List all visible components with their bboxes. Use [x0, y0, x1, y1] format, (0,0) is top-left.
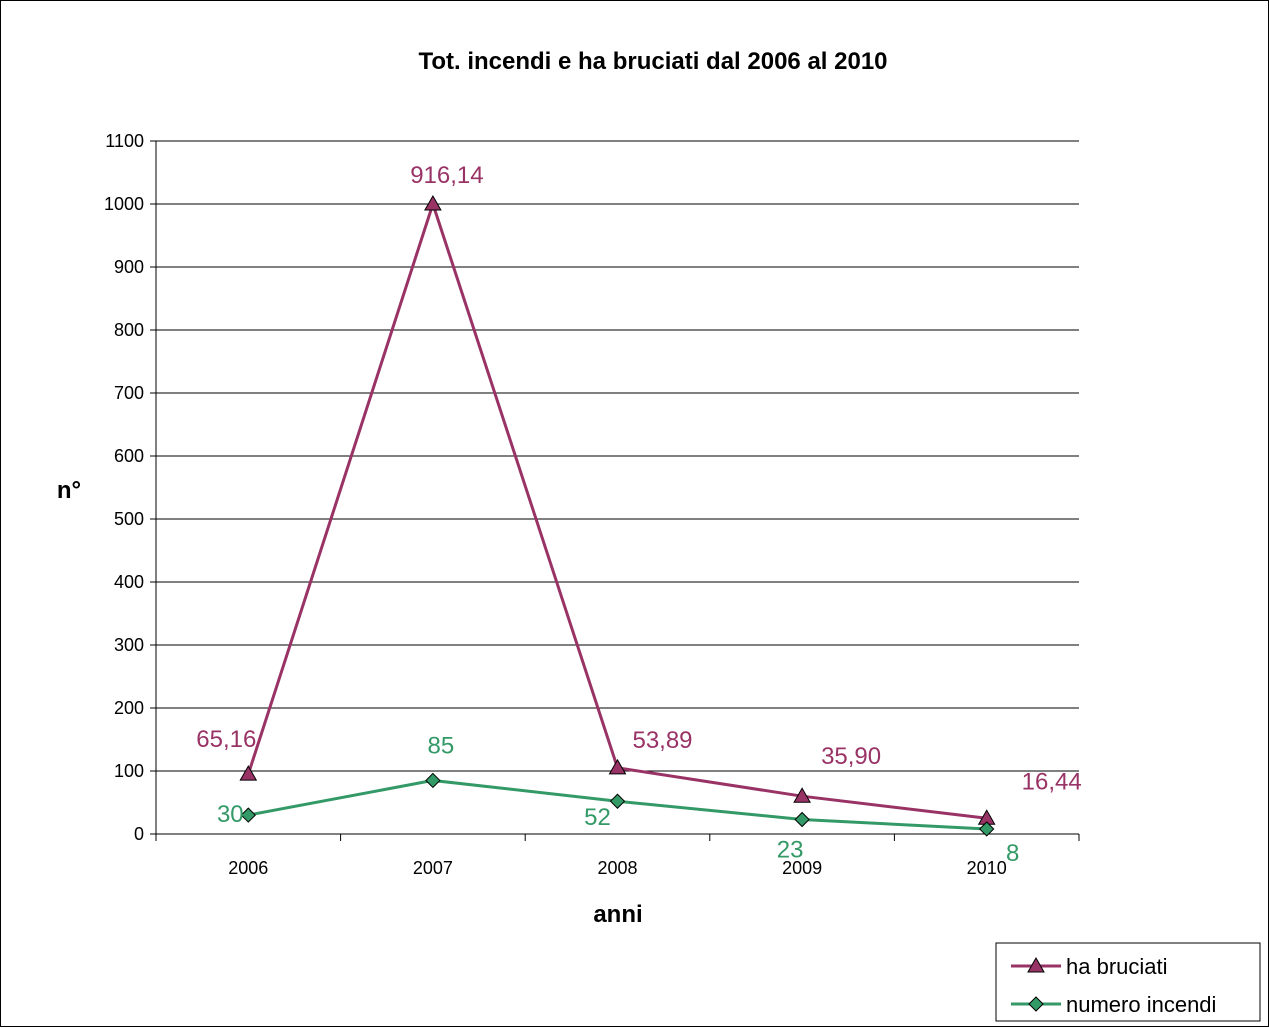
y-tick-label: 700: [114, 383, 144, 403]
data-label: 23: [777, 837, 804, 864]
legend: ha bruciati numero incendi: [995, 942, 1261, 1022]
legend-box: [995, 942, 1261, 1022]
data-label: 8: [1006, 840, 1019, 867]
data-point: [609, 793, 626, 809]
x-tick-label: 2007: [413, 858, 453, 878]
data-point: [240, 807, 257, 823]
data-point: [793, 787, 811, 803]
legend-swatch-marker: [1027, 956, 1045, 973]
y-tick-label: 1100: [105, 131, 144, 151]
gridlines: [156, 140, 1079, 772]
y-axis-ticks: 0 100 200 300 400 500 600 700 800 900 1000 1100: [104, 131, 156, 844]
legend-label: ha bruciati: [1066, 954, 1168, 979]
series-line: [246, 199, 987, 820]
series-layer: 65,16 916,14 53,89 35,90 16,44 30 85 52 23 8: [196, 162, 1081, 867]
data-label: 85: [428, 732, 455, 759]
x-axis-ticks: 2006 2007 2008 2009 2010: [155, 834, 1080, 878]
y-tick-label: 300: [114, 635, 144, 655]
series-ha-bruciati: 65,16 916,14 53,89 35,90 16,44: [196, 162, 1082, 825]
data-point: [239, 765, 258, 781]
data-label: 916,14: [410, 162, 483, 189]
data-label: 53,89: [632, 727, 692, 754]
y-tick-label: 400: [114, 572, 144, 592]
y-tick-label: 200: [114, 698, 144, 718]
data-label: 52: [584, 804, 611, 831]
data-label: 16,44: [1022, 768, 1082, 795]
legend-item: ha bruciati: [1011, 954, 1168, 979]
data-point: [424, 194, 442, 211]
x-tick-label: 2009: [782, 858, 822, 878]
y-axis-label: n°: [57, 477, 81, 504]
y-tick-label: 100: [114, 761, 144, 781]
y-tick-label: 600: [114, 446, 144, 466]
series-numero-incendi: 30 85 52 23 8: [217, 732, 1019, 867]
y-tick-label: 0: [134, 824, 144, 844]
data-point: [978, 821, 995, 837]
data-point: [425, 772, 441, 789]
x-tick-label: 2008: [597, 858, 637, 878]
chart-title: Tot. incendi e ha bruciati dal 2006 al 2…: [418, 48, 887, 75]
y-tick-label: 500: [114, 509, 144, 529]
data-label: 30: [217, 801, 244, 828]
x-tick-label: 2006: [228, 858, 268, 878]
x-axis-label: anni: [593, 901, 642, 928]
y-tick-label: 900: [114, 257, 144, 277]
data-label: 65,16: [196, 726, 256, 753]
data-label: 35,90: [821, 743, 881, 770]
legend-swatch-marker: [1028, 996, 1044, 1012]
data-point: [794, 811, 810, 828]
y-tick-label: 1000: [104, 194, 144, 214]
y-tick-label: 800: [114, 320, 144, 340]
data-point: [608, 758, 627, 775]
legend-item: numero incendi: [1011, 992, 1216, 1017]
x-tick-label: 2010: [967, 858, 1007, 878]
legend-label: numero incendi: [1066, 992, 1216, 1017]
axes: [155, 141, 1079, 835]
